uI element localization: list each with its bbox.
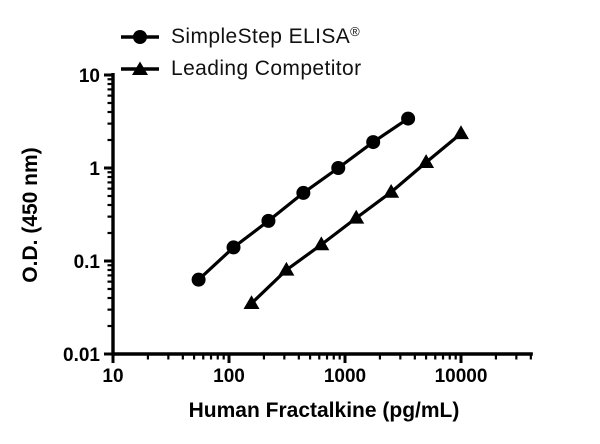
data-point-circle [261,213,276,228]
x-tick-label: 1000 [324,366,366,387]
data-point-triangle [278,261,295,276]
x-tick-label: 100 [213,366,245,387]
registered-trademark-symbol: ® [350,23,361,39]
data-point-circle [366,135,381,150]
legend-label-leading-competitor: Leading Competitor [171,56,362,80]
data-point-circle [226,240,241,255]
triangle-marker-icon [121,61,159,75]
y-tick-label: 0.1 [74,252,101,273]
y-tick-label: 1 [89,159,100,180]
data-point-circle [296,185,311,200]
legend-label-simplestep-elisa: SimpleStep ELISA® [171,23,361,48]
legend-item-leading-competitor: Leading Competitor [119,54,361,83]
data-point-triangle [243,295,260,310]
data-point-circle [401,111,416,126]
y-axis-title: O.D. (450 nm) [19,147,42,282]
x-tick-label: 10 [102,366,123,387]
y-tick-label: 0.01 [63,345,100,366]
series-layer [191,111,469,310]
legend-item-simplestep-elisa: SimpleStep ELISA® [119,22,361,51]
legend: SimpleStep ELISA® Leading Competitor [119,22,361,83]
data-point-circle [191,272,206,287]
data-point-circle [331,161,346,175]
data-point-triangle [348,209,365,224]
x-tick-label: 10000 [435,366,488,387]
data-point-triangle [313,236,330,251]
x-axis-title: Human Fractalkine (pg/mL) [189,399,460,422]
data-point-triangle [453,125,469,140]
axes-layer: 10 100 1000 10000 0.01 0.1 1 10 [63,66,533,387]
y-tick-label: 10 [79,66,100,87]
circle-marker-icon [121,29,159,44]
data-point-triangle [383,183,400,198]
data-point-triangle [418,154,435,168]
